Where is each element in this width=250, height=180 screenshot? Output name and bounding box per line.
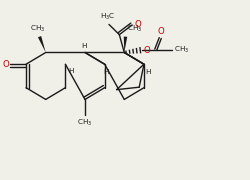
Text: H: H	[103, 69, 109, 75]
Text: CH$_3$: CH$_3$	[127, 24, 142, 34]
Text: CH$_3$: CH$_3$	[174, 45, 189, 55]
Text: H: H	[81, 43, 86, 49]
Polygon shape	[38, 36, 46, 53]
Text: O: O	[2, 60, 9, 69]
Text: H: H	[68, 68, 74, 74]
Text: H$_3$C: H$_3$C	[100, 12, 116, 22]
Text: O: O	[144, 46, 150, 55]
Text: O: O	[134, 20, 141, 29]
Text: H: H	[145, 69, 151, 75]
Text: O: O	[158, 27, 165, 36]
Text: CH$_3$: CH$_3$	[77, 118, 93, 128]
Polygon shape	[124, 37, 127, 53]
Text: CH$_3$: CH$_3$	[30, 24, 45, 34]
